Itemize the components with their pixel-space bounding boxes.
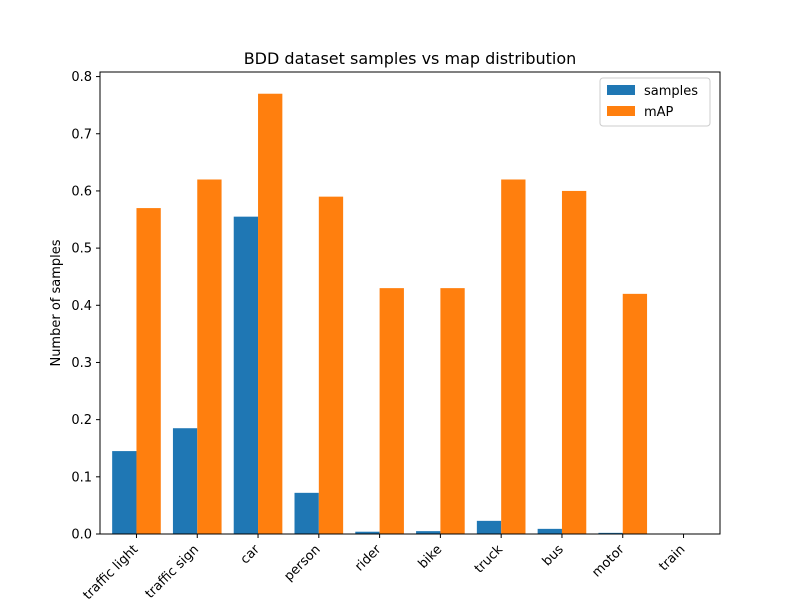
y-tick-label: 0.0 [71,528,92,543]
bars-group [112,93,648,535]
y-tick-label: 0.2 [71,413,92,428]
bar-samples-truck [476,520,502,534]
legend-label-samples: samples [644,84,698,99]
y-tick-label: 0.7 [71,127,92,142]
bar-samples-bus [537,528,562,534]
legend-swatch-samples [607,85,635,95]
chart-title: BDD dataset samples vs map distribution [244,49,577,68]
bar-map-car [258,93,283,534]
bar-map-person [318,196,344,535]
x-tick-label: rider [352,542,385,575]
plot-frame [99,71,721,535]
bar-map-traffic-light [136,208,161,534]
bar-map-traffic-sign [197,179,222,534]
bar-samples-bike [416,531,441,534]
bar-samples-car [233,216,259,534]
bar-samples-traffic-light [112,451,137,534]
y-tick-label: 0.1 [71,470,92,485]
x-tick-label: motor [589,542,628,581]
x-tick-label: traffic sign [143,542,202,600]
bar-samples-traffic-sign [172,428,198,534]
y-tick-label: 0.8 [71,70,92,85]
x-tick-label: car [238,542,264,568]
x-tick-label: traffic light [80,542,141,600]
legend: samples mAP [599,77,711,127]
bar-map-bus [561,190,587,534]
x-tick-label: truck [472,542,507,577]
legend-swatch-map [607,106,635,116]
y-tick-label: 0.5 [71,242,92,257]
legend-label-map: mAP [644,105,674,120]
x-tick-label: bike [416,542,446,572]
y-tick-label: 0.6 [71,184,92,199]
bar-map-truck [501,179,526,534]
y-tick-label: 0.3 [71,356,92,371]
y-tick-label: 0.4 [71,299,92,314]
bar-map-rider [379,288,404,534]
bar-samples-motor [598,532,623,534]
bar-samples-rider [355,531,380,534]
x-tick-label: person [282,542,324,584]
bar-map-bike [440,288,465,534]
x-tick-label: train [656,542,688,574]
bar-map-motor [622,293,648,534]
bar-samples-person [294,492,319,534]
y-axis-label: Number of samples [49,239,64,366]
x-tick-label: bus [540,542,567,569]
